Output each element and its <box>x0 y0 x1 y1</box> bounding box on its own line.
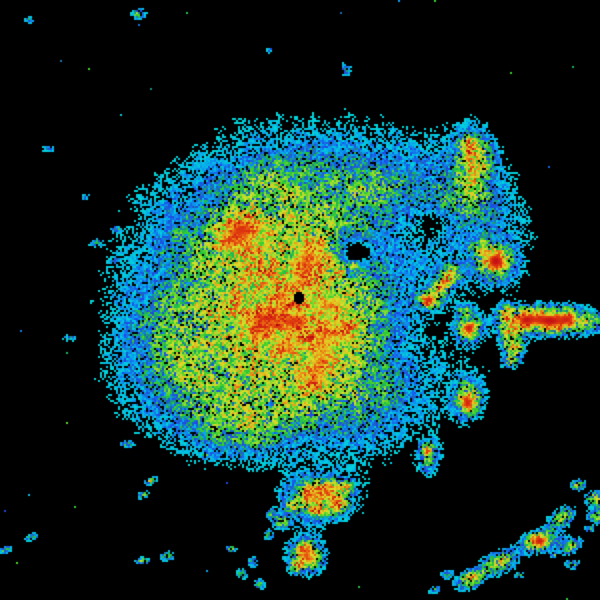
weather-radar-reflectivity-image <box>0 0 600 600</box>
radar-display <box>0 0 600 600</box>
